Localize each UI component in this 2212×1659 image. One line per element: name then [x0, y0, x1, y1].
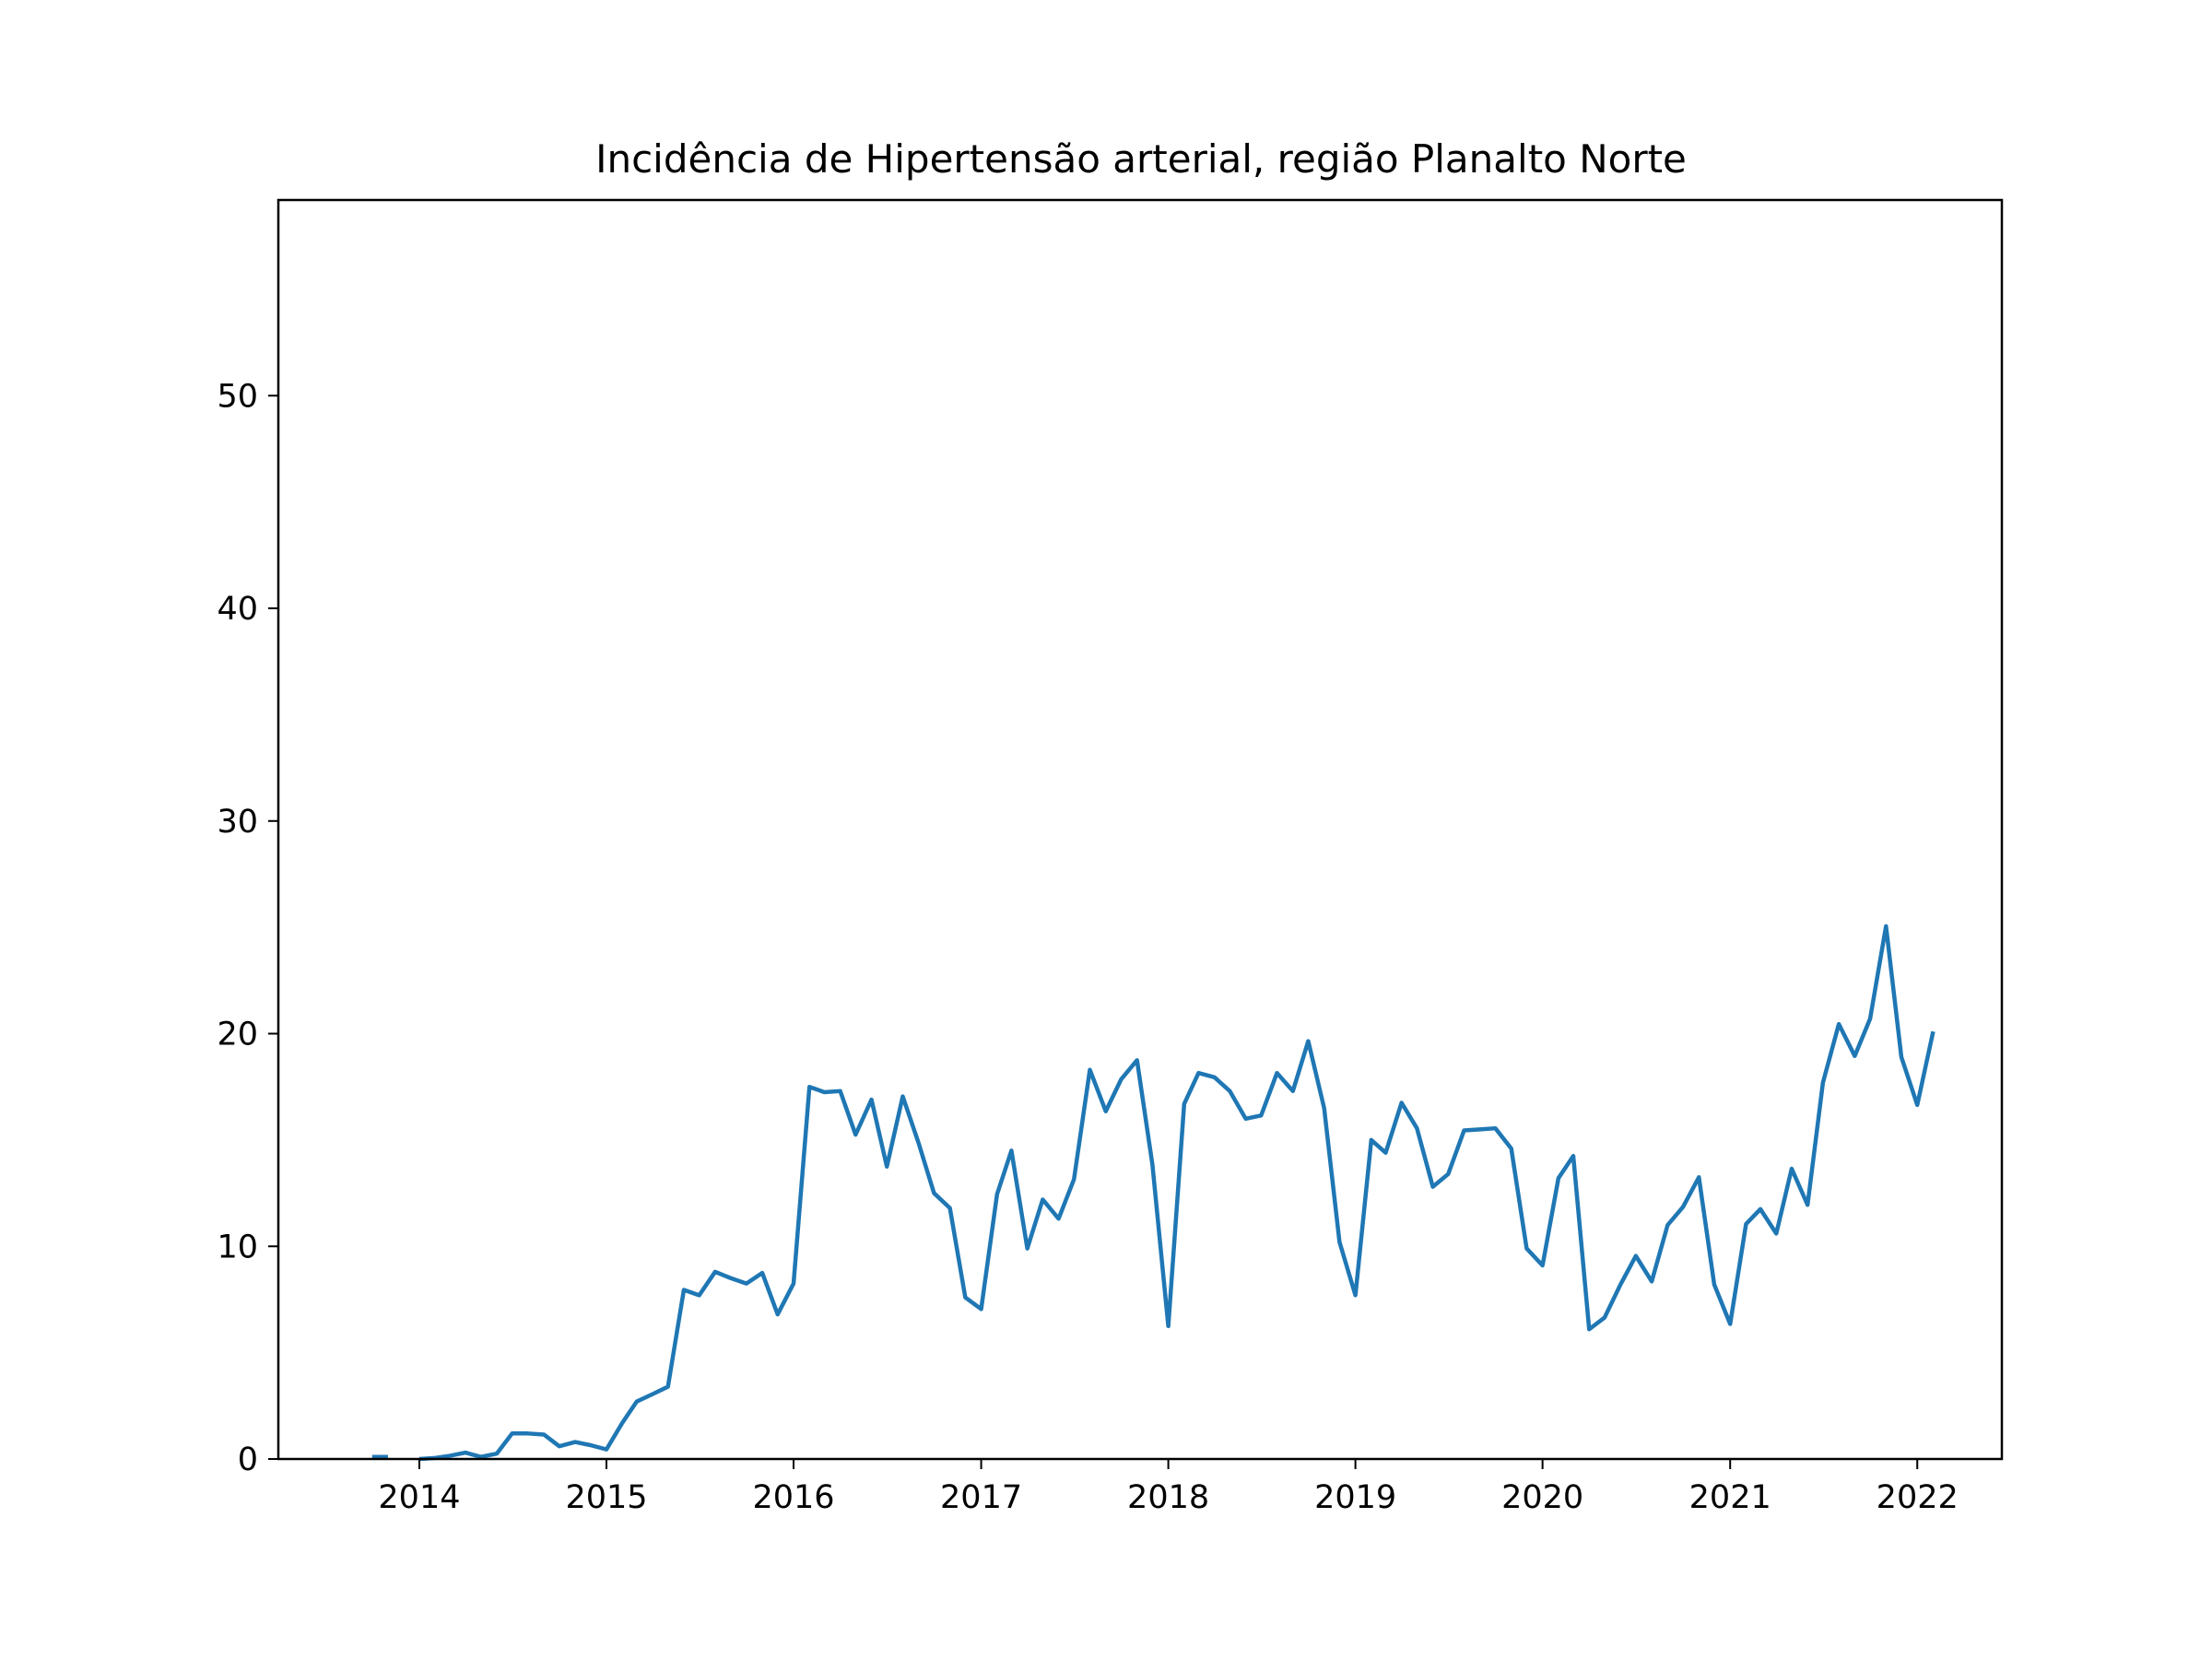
x-tick-label: 2022	[1877, 1479, 1959, 1516]
x-tick-label: 2021	[1689, 1479, 1771, 1516]
x-tick-label: 2015	[565, 1479, 647, 1516]
y-axis: 0 10 20 30 40 50	[217, 378, 278, 1478]
plot-frame	[276, 198, 2004, 1461]
y-tick-label: 50	[217, 378, 258, 415]
y-tick-label: 40	[217, 591, 258, 628]
x-tick-label: 2014	[378, 1479, 460, 1516]
y-tick-label: 20	[217, 1017, 258, 1053]
x-tick-label: 2017	[940, 1479, 1022, 1516]
x-tick-label: 2018	[1127, 1479, 1209, 1516]
series-line-segment	[418, 924, 1936, 1462]
y-tick-label: 0	[238, 1441, 258, 1478]
y-tick-label: 30	[217, 804, 258, 841]
x-tick-label: 2020	[1501, 1479, 1583, 1516]
series-layer	[371, 924, 1936, 1462]
y-tick-label: 10	[217, 1229, 258, 1265]
x-tick-label: 2019	[1314, 1479, 1396, 1516]
x-axis: 2014 2015 2016 2017 2018 2019 2020 2021 2022	[378, 1459, 1959, 1516]
x-tick-label: 2016	[752, 1479, 834, 1516]
chart-title: Incidência de Hipertensão arterial, regi…	[595, 136, 1687, 182]
